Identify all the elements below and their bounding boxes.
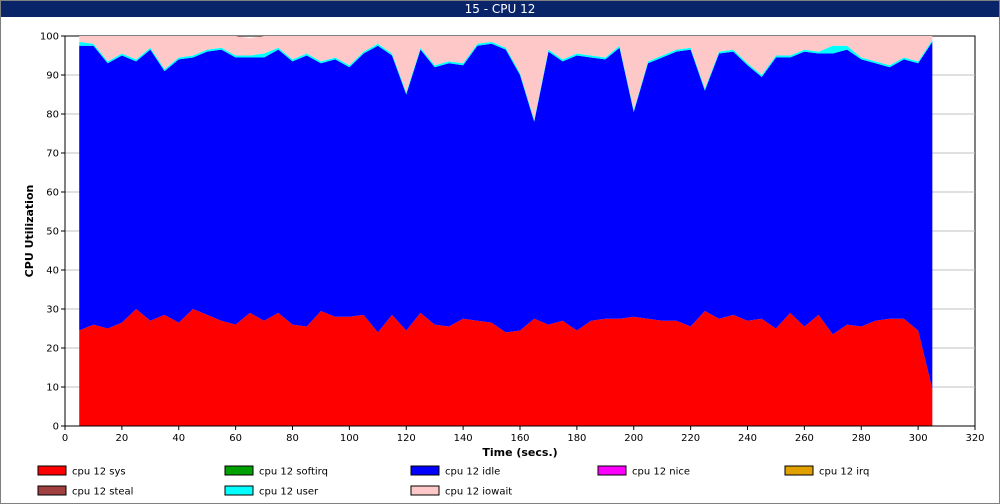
y-tick-label: 90 <box>46 71 59 82</box>
x-tick-label: 60 <box>229 433 242 444</box>
legend-swatch <box>224 485 254 496</box>
series-area-cpu-12-sys <box>79 309 933 426</box>
x-tick-label: 160 <box>510 433 529 444</box>
x-tick-label: 20 <box>116 433 129 444</box>
y-tick-label: 60 <box>46 188 59 199</box>
legend-swatch <box>37 485 67 496</box>
legend-label: cpu 12 softirq <box>259 467 328 478</box>
legend-label: cpu 12 irq <box>819 467 869 478</box>
legend-item-cpu-12-sys: cpu 12 sys <box>37 465 126 478</box>
y-tick-label: 40 <box>46 266 59 277</box>
x-tick-label: 240 <box>738 433 757 444</box>
x-tick-label: 100 <box>340 433 359 444</box>
y-tick-label: 100 <box>40 32 59 43</box>
x-tick-label: 300 <box>909 433 928 444</box>
stacked-areas <box>79 36 933 426</box>
y-axis-title: CPU Utilization <box>23 185 36 278</box>
legend-item-cpu-12-irq: cpu 12 irq <box>784 465 869 478</box>
legend-item-cpu-12-nice: cpu 12 nice <box>597 465 690 478</box>
x-tick-label: 40 <box>172 433 185 444</box>
legend-swatch <box>224 465 254 476</box>
legend-item-cpu-12-iowait: cpu 12 iowait <box>410 485 512 498</box>
legend-label: cpu 12 iowait <box>445 487 512 498</box>
y-tick-label: 0 <box>53 422 59 433</box>
x-tick-label: 140 <box>454 433 473 444</box>
legend-item-cpu-12-idle: cpu 12 idle <box>410 465 500 478</box>
y-tick-label: 50 <box>46 227 59 238</box>
legend-swatch <box>597 465 627 476</box>
x-tick-label: 120 <box>397 433 416 444</box>
legend-label: cpu 12 sys <box>72 467 126 478</box>
y-tick-label: 70 <box>46 149 59 160</box>
x-tick-label: 180 <box>567 433 586 444</box>
window-title: 15 - CPU 12 <box>1 1 999 17</box>
legend-swatch <box>410 465 440 476</box>
legend-label: cpu 12 user <box>259 487 319 498</box>
legend-label: cpu 12 idle <box>445 467 500 478</box>
legend-swatch <box>37 465 67 476</box>
x-tick-label: 220 <box>681 433 700 444</box>
legend-item-cpu-12-softirq: cpu 12 softirq <box>224 465 328 478</box>
legend-item-cpu-12-user: cpu 12 user <box>224 485 319 498</box>
y-tick-label: 30 <box>46 305 59 316</box>
legend-item-cpu-12-steal: cpu 12 steal <box>37 485 133 498</box>
x-tick-label: 280 <box>852 433 871 444</box>
legend-label: cpu 12 steal <box>72 487 133 498</box>
legend: cpu 12 sys cpu 12 softirq cpu 12 idle cpu 1… <box>37 465 869 498</box>
x-tick-label: 260 <box>795 433 814 444</box>
x-tick-label: 200 <box>624 433 643 444</box>
x-tick-label: 320 <box>965 433 984 444</box>
y-tick-label: 10 <box>46 383 59 394</box>
legend-label: cpu 12 nice <box>632 467 690 478</box>
series-area-cpu-12-idle <box>79 41 933 389</box>
axes: 0 10 20 30 40 50 60 70 80 90 100 0 20 40 60 80 100 120 140… <box>40 32 985 445</box>
y-tick-label: 80 <box>46 110 59 121</box>
y-tick-label: 20 <box>46 344 59 355</box>
x-tick-label: 0 <box>62 433 68 444</box>
series-area-cpu-12-user <box>79 39 933 122</box>
x-tick-label: 80 <box>286 433 299 444</box>
x-axis-title: Time (secs.) <box>482 446 557 459</box>
legend-swatch <box>410 485 440 496</box>
legend-swatch <box>784 465 814 476</box>
series-area-cpu-12-iowait <box>79 36 933 120</box>
